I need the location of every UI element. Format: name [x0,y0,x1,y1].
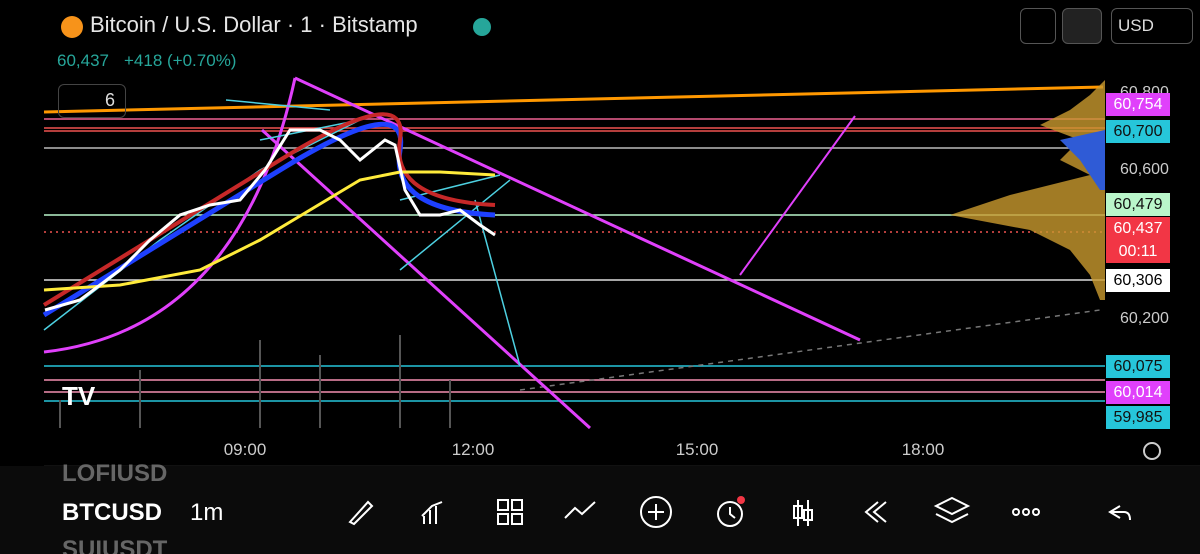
currency: USD [1118,16,1154,35]
time-tick: 09:00 [223,440,267,459]
last-price: 60,437 [57,51,109,70]
chart-drawing: TV [42,16,1200,466]
bottom-toolbar: LOFIUSD BTCUSD SUIUSDT 1m [0,460,1200,554]
fullscreen-button[interactable] [1062,8,1102,44]
scroll-down-button[interactable] [1020,8,1056,44]
layout-icon[interactable] [497,499,523,525]
replay-icon[interactable] [864,501,887,523]
price-label: 60,014 [1106,381,1170,404]
price-label: 60,754 [1106,93,1170,116]
price-label: 60,075 [1106,355,1170,378]
alert-icon[interactable] [717,496,745,527]
compare-icon[interactable] [564,501,596,519]
svg-text:TV: TV [62,381,96,411]
interval[interactable]: 1m [190,499,224,526]
indicator-icon[interactable] [421,501,443,524]
chart-type-icon[interactable] [793,500,813,526]
bar-countdown: 00:11 [1118,243,1158,260]
time-tick: 12:00 [451,440,495,459]
add-icon[interactable] [640,496,672,528]
toolbar-icons [348,496,1131,528]
indicators-toggle[interactable]: 6 [58,84,126,118]
price-label: 60,479 [1106,193,1170,216]
symbol-item[interactable]: LOFIUSD [62,460,168,487]
price-tick: 60,200 [1120,310,1169,327]
time-tick: 18:00 [901,440,945,459]
price-label: 60,700 [1106,120,1170,143]
price-change: +418 (+0.70%) [124,51,237,70]
symbol-item[interactable]: BTCUSD [62,499,162,526]
more-icon[interactable] [1012,508,1040,516]
price-label: 59,985 [1106,406,1170,429]
indicator-count: 6 [105,90,116,110]
symbol-item[interactable]: SUIUSDT [62,536,168,554]
time-tick: 15:00 [675,440,719,459]
current-price-label: 60,437 [1113,220,1163,237]
currency-select[interactable]: USD [1111,8,1193,44]
layers-icon[interactable] [933,496,971,524]
symbol-title[interactable]: Bitcoin / U.S. Dollar · 1 · Bitstamp [90,12,418,37]
draw-icon[interactable] [348,500,374,526]
price-tick: 60,600 [1120,161,1169,178]
undo-icon[interactable] [1108,505,1131,521]
price-label: 60,306 [1106,269,1170,292]
